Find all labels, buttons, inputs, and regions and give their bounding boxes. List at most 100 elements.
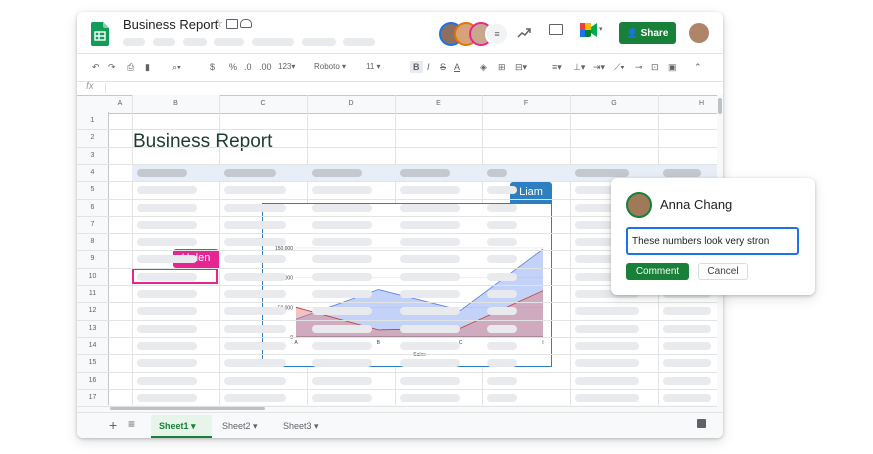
zoom-icon[interactable]: ⌕▾ [172, 62, 181, 72]
row-header[interactable]: 4 [90, 168, 95, 176]
move-folder-icon[interactable] [226, 19, 238, 29]
cell-placeholder[interactable] [312, 203, 372, 212]
cell-placeholder[interactable] [400, 290, 460, 298]
menu-item[interactable] [302, 38, 336, 46]
cell-placeholder[interactable] [312, 307, 372, 316]
formula-input[interactable] [105, 83, 718, 93]
row-header[interactable]: 1 [90, 117, 95, 124]
cell-placeholder[interactable] [224, 168, 276, 177]
row-header[interactable]: 13 [88, 324, 97, 332]
cell-placeholder[interactable] [137, 393, 197, 402]
cell-placeholder[interactable] [575, 168, 629, 177]
text-color-icon[interactable]: A [454, 62, 461, 72]
more-collaborators-icon[interactable]: ≡ [485, 22, 509, 46]
cell-placeholder[interactable] [400, 324, 460, 333]
number-format[interactable]: 123▾ [278, 62, 296, 71]
cell-placeholder[interactable] [575, 307, 639, 316]
cell-placeholder[interactable] [575, 238, 639, 247]
text-rotation-icon[interactable]: ⟋▾ [614, 62, 625, 72]
italic-icon[interactable]: I [427, 62, 430, 72]
cell-placeholder[interactable] [137, 203, 197, 212]
cell-placeholder[interactable] [224, 186, 286, 195]
menu-item[interactable] [183, 38, 207, 46]
cell-placeholder[interactable] [312, 255, 372, 264]
cell-placeholder[interactable] [663, 359, 711, 368]
row-header[interactable]: 10 [88, 272, 97, 280]
menu-item[interactable] [252, 38, 294, 46]
cell-placeholder[interactable] [400, 272, 460, 281]
menu-item[interactable] [214, 38, 244, 46]
sheet-tab[interactable]: Sheet3 ▾ [283, 421, 319, 431]
cell-placeholder[interactable] [575, 324, 639, 333]
link-icon[interactable]: ⊸ [635, 62, 643, 72]
row-header[interactable]: 17 [88, 393, 97, 401]
cell-placeholder[interactable] [137, 168, 187, 177]
chevron-down-icon[interactable]: ▾ [599, 26, 603, 33]
row-header[interactable]: 5 [90, 186, 95, 194]
currency-format[interactable]: $ [210, 62, 216, 72]
cell-placeholder[interactable] [224, 307, 286, 316]
cell-placeholder[interactable] [400, 238, 460, 247]
column-header[interactable]: B [173, 100, 178, 107]
explore-icon[interactable] [697, 419, 706, 428]
cell-placeholder[interactable] [487, 290, 517, 298]
cell-placeholder[interactable] [575, 203, 639, 212]
row-header[interactable]: 2 [90, 134, 95, 142]
insert-comment-icon[interactable]: ⊡ [651, 62, 659, 72]
cell-placeholder[interactable] [575, 359, 639, 368]
cell-placeholder[interactable] [224, 324, 286, 333]
cell-placeholder[interactable] [487, 255, 517, 264]
cell-placeholder[interactable] [663, 376, 711, 385]
cell-placeholder[interactable] [224, 393, 286, 402]
vertical-scroll-thumb[interactable] [718, 98, 722, 114]
cell-placeholder[interactable] [663, 324, 711, 333]
column-header[interactable]: D [348, 100, 354, 107]
redo-icon[interactable]: ↷ [108, 62, 116, 72]
column-header[interactable]: F [523, 100, 529, 107]
cell-placeholder[interactable] [312, 376, 372, 385]
cell-placeholder[interactable] [312, 168, 362, 177]
align-horizontal-icon[interactable]: ≡▾ [552, 62, 562, 72]
all-sheets-icon[interactable]: ≡ [128, 417, 136, 431]
column-header[interactable]: C [260, 100, 266, 107]
cell-placeholder[interactable] [137, 324, 197, 333]
cell-placeholder[interactable] [137, 307, 197, 316]
row-header[interactable]: 15 [88, 359, 97, 367]
text-wrap-icon[interactable]: ⇥▾ [593, 62, 606, 72]
cell-placeholder[interactable] [137, 186, 197, 195]
cell-placeholder[interactable] [312, 186, 372, 195]
cell-placeholder[interactable] [137, 341, 197, 350]
cell-placeholder[interactable] [312, 290, 372, 298]
sheet-heading[interactable]: Business Report [133, 131, 273, 152]
cell-placeholder[interactable] [400, 393, 460, 402]
merge-cells-icon[interactable]: ⊟▾ [515, 62, 528, 72]
cell-placeholder[interactable] [137, 272, 197, 281]
cell-placeholder[interactable] [400, 220, 460, 229]
row-header[interactable]: 11 [88, 290, 97, 297]
row-header[interactable]: 6 [90, 203, 95, 211]
cell-placeholder[interactable] [400, 186, 460, 195]
row-header[interactable]: 3 [90, 151, 95, 159]
undo-icon[interactable]: ↶ [92, 62, 100, 72]
cell-placeholder[interactable] [575, 290, 639, 298]
cell-placeholder[interactable] [487, 203, 517, 212]
cell-placeholder[interactable] [487, 307, 517, 316]
cell-placeholder[interactable] [224, 290, 286, 298]
comment-input[interactable]: These numbers look very stron [626, 227, 799, 255]
cell-placeholder[interactable] [312, 393, 372, 402]
cell-placeholder[interactable] [487, 359, 517, 368]
font-size-select[interactable]: 11 ▾ [366, 62, 381, 71]
column-header[interactable]: A [117, 100, 123, 107]
cell-placeholder[interactable] [224, 272, 286, 281]
sheets-logo-icon[interactable] [91, 22, 109, 46]
cell-placeholder[interactable] [137, 359, 197, 368]
cell-placeholder[interactable] [575, 376, 639, 385]
helen-selection[interactable] [132, 268, 218, 284]
cell-placeholder[interactable] [663, 307, 711, 316]
cell-placeholder[interactable] [312, 238, 372, 247]
row-header[interactable]: 14 [88, 341, 97, 349]
cell-placeholder[interactable] [224, 203, 286, 212]
meet-icon[interactable] [580, 23, 598, 37]
horizontal-scroll-thumb[interactable] [110, 407, 265, 410]
share-button[interactable]: 👤 Share [619, 22, 676, 44]
